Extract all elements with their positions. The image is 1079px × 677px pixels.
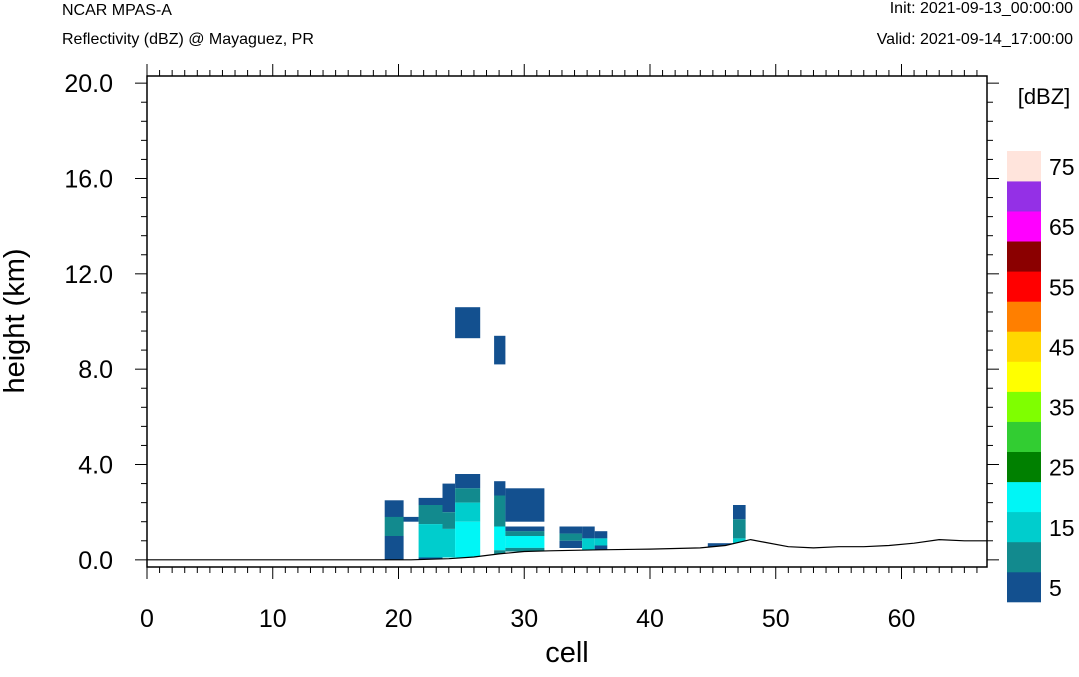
x-tick-label: 50 xyxy=(762,605,790,633)
x-tick-label: 30 xyxy=(510,605,538,633)
colorbar: 5 15 25 35 45 55 65 75 xyxy=(1007,151,1075,603)
colorbar-swatch xyxy=(1007,451,1041,483)
plot-frame xyxy=(146,75,988,568)
y-tick-label: 4.0 xyxy=(78,452,113,480)
reflectivity-cell xyxy=(494,526,506,551)
reflectivity-cell xyxy=(559,540,583,548)
reflectivity-cell xyxy=(455,474,481,489)
colorbar-swatch xyxy=(1007,331,1041,362)
colorbar-label: 75 xyxy=(1049,154,1075,180)
reflectivity-cell xyxy=(455,502,481,522)
reflectivity-cell xyxy=(418,497,443,506)
reflectivity-cell xyxy=(733,538,746,545)
colorbar-swatch xyxy=(1007,571,1041,603)
reflectivity-cell xyxy=(494,550,506,554)
y-axis-label: height (km) xyxy=(0,248,31,393)
colorbar-swatch xyxy=(1007,391,1041,422)
reflectivity-cell xyxy=(384,500,404,517)
field-title: Reflectivity (dBZ) @ Mayaguez, PR xyxy=(62,31,314,48)
reflectivity-cell xyxy=(505,488,545,522)
reflectivity-cell xyxy=(455,521,481,558)
terrain-mask xyxy=(147,539,987,566)
colorbar-units: [dBZ] xyxy=(1018,84,1071,109)
colorbar-swatch xyxy=(1007,271,1041,302)
colorbar-swatch xyxy=(1007,301,1041,332)
reflectivity-cell xyxy=(559,533,583,541)
reflectivity-cell xyxy=(733,505,746,520)
reflectivity-cell xyxy=(505,536,545,548)
init-time: Init: 2021-09-13_00:00:00 xyxy=(889,0,1073,17)
colorbar-swatch xyxy=(1007,511,1041,543)
colorbar-swatch xyxy=(1007,211,1041,242)
reflectivity-cell xyxy=(442,483,456,513)
reflectivity-cell xyxy=(442,512,456,529)
reflectivity-cell xyxy=(494,335,506,365)
colorbar-swatch xyxy=(1007,541,1041,573)
model-name: NCAR MPAS-A xyxy=(62,2,172,19)
colorbar-label: 5 xyxy=(1049,575,1062,601)
x-tick-label: 20 xyxy=(385,605,413,633)
reflectivity-cell xyxy=(418,524,443,558)
terrain-line xyxy=(147,538,987,561)
reflectivity-cell xyxy=(384,516,404,536)
valid-time: Valid: 2021-09-14_17:00:00 xyxy=(876,31,1073,48)
reflectivity-cell xyxy=(442,528,456,558)
reflectivity-cell xyxy=(455,307,481,339)
colorbar-label: 35 xyxy=(1049,395,1075,421)
reflectivity-cell xyxy=(582,538,595,551)
reflectivity-cell xyxy=(505,526,545,532)
colorbar-swatch xyxy=(1007,181,1041,212)
x-tick-label: 60 xyxy=(888,605,916,633)
colorbar-label: 55 xyxy=(1049,274,1075,300)
y-tick-label: 16.0 xyxy=(64,165,113,193)
colorbar-label: 45 xyxy=(1049,334,1075,360)
reflectivity-cells xyxy=(384,307,746,560)
colorbar-swatch xyxy=(1007,421,1041,452)
reflectivity-cell xyxy=(505,547,545,552)
y-tick-label: 0.0 xyxy=(78,547,113,575)
terrain-layer xyxy=(147,538,987,566)
reflectivity-cell xyxy=(559,526,583,534)
reflectivity-cell xyxy=(733,519,746,539)
y-tick-label: 12.0 xyxy=(64,261,113,289)
colorbar-label: 65 xyxy=(1049,214,1075,240)
plot-axes: 0 10 20 30 40 50 60 0.0 4.0 8.0 12.0 16.0 20.0 xyxy=(64,64,999,633)
colorbar-swatch xyxy=(1007,361,1041,392)
reflectivity-cell xyxy=(494,481,506,496)
x-tick-label: 10 xyxy=(259,605,287,633)
x-axis-label: cell xyxy=(545,637,589,669)
reflectivity-cell xyxy=(418,505,443,525)
reflectivity-cell xyxy=(594,538,608,546)
reflectivity-cell xyxy=(494,495,506,527)
y-tick-label: 20.0 xyxy=(64,70,113,98)
x-tick-label: 0 xyxy=(140,605,154,633)
reflectivity-cell xyxy=(384,536,404,560)
x-tick-label: 40 xyxy=(636,605,664,633)
colorbar-swatch xyxy=(1007,151,1041,182)
reflectivity-cell xyxy=(594,545,608,551)
y-tick-label: 8.0 xyxy=(78,356,113,384)
colorbar-swatch xyxy=(1007,481,1041,513)
colorbar-swatch xyxy=(1007,241,1041,272)
colorbar-label: 15 xyxy=(1049,515,1075,541)
reflectivity-cell xyxy=(594,531,608,539)
colorbar-label: 25 xyxy=(1049,455,1075,481)
reflectivity-cell xyxy=(582,526,595,539)
reflectivity-cell xyxy=(403,516,419,522)
reflectivity-cell xyxy=(505,531,545,536)
reflectivity-cell xyxy=(455,488,481,503)
